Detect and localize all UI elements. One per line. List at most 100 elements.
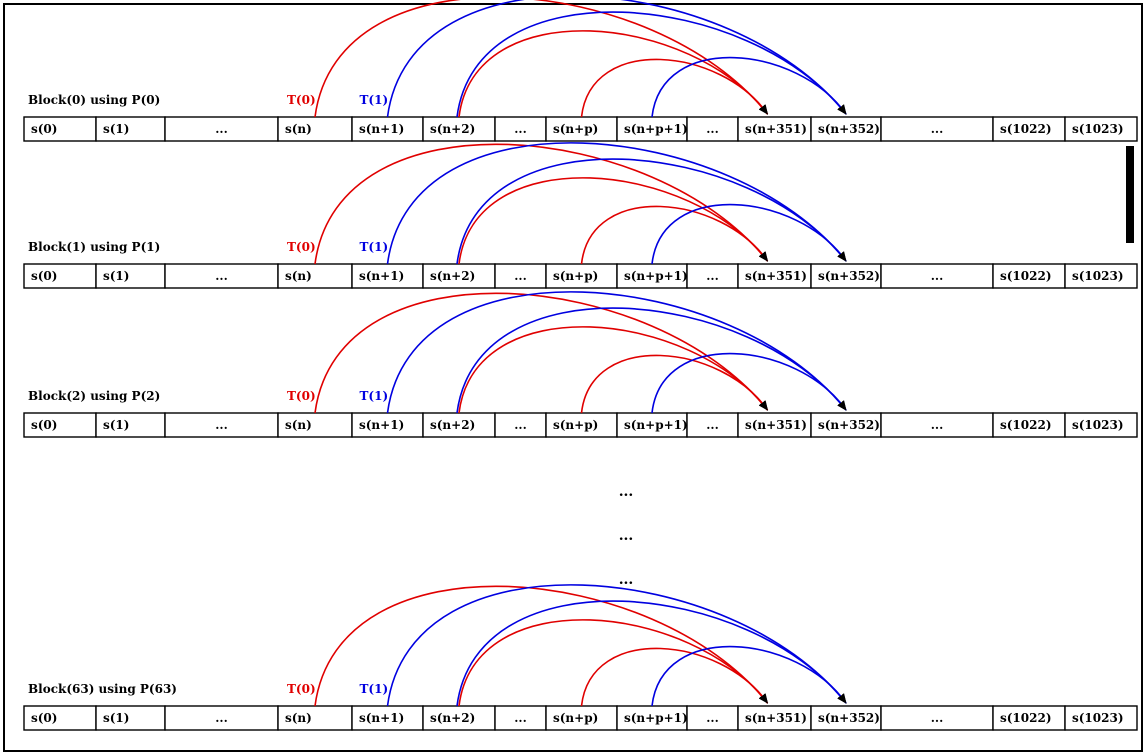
- memory-cell: [351, 705, 424, 731]
- memory-cell-label: s(1): [103, 269, 129, 283]
- memory-cell-label: s(n+1): [359, 269, 404, 283]
- thread-access-arc: [580, 647, 769, 707]
- thread-access-arc: [386, 0, 847, 118]
- memory-cell-label: s(n+1): [359, 711, 404, 725]
- memory-cell: [23, 705, 97, 731]
- memory-cell-label: s(1022): [1000, 418, 1052, 432]
- memory-cell: [992, 705, 1066, 731]
- memory-cell: [686, 116, 739, 142]
- thread-label: T(1): [360, 240, 389, 254]
- memory-cell-label: ...: [706, 122, 719, 136]
- thread-access-arc: [651, 645, 847, 707]
- memory-cell: [23, 263, 97, 289]
- memory-cell-label: s(n+2): [430, 418, 475, 432]
- memory-cell-label: ...: [931, 122, 944, 136]
- thread-access-arc: [580, 58, 769, 118]
- memory-cell-label: s(0): [31, 711, 57, 725]
- memory-cell-label: s(n): [285, 269, 312, 283]
- memory-cell-label: s(n+p+1): [624, 269, 688, 283]
- memory-cell-label: s(n+p): [553, 711, 598, 725]
- memory-cell: [494, 412, 547, 438]
- thread-access-arc: [651, 56, 847, 118]
- thread-access-arc: [314, 143, 769, 265]
- thread-access-arc: [314, 292, 769, 414]
- memory-cell: [1064, 116, 1138, 142]
- memory-cell: [422, 116, 496, 142]
- thread-access-arc: [458, 177, 769, 265]
- memory-cell: [810, 116, 882, 142]
- thread-access-arc: [580, 354, 769, 414]
- memory-cell-label: s(n+351): [745, 269, 807, 283]
- memory-cell-label: s(n+351): [745, 418, 807, 432]
- memory-cell-label: ...: [514, 711, 527, 725]
- memory-cell-label: ...: [215, 269, 228, 283]
- thread-access-arc: [651, 203, 847, 265]
- memory-cell-label: s(1023): [1072, 711, 1124, 725]
- memory-cell: [616, 705, 688, 731]
- memory-cell: [164, 263, 279, 289]
- omitted-blocks-dots: ...: [619, 572, 634, 588]
- memory-cell-label: s(n+p): [553, 418, 598, 432]
- memory-cell-label: s(n): [285, 418, 312, 432]
- thread-access-arc: [580, 205, 769, 265]
- memory-cell-label: ...: [215, 711, 228, 725]
- block-row: Block(0) using P(0) s(0) s(1)... s(n) s(n+1)…: [23, 0, 1138, 142]
- memory-cell: [686, 705, 739, 731]
- thread-label: T(0): [287, 93, 316, 107]
- memory-cell: [992, 263, 1066, 289]
- memory-cell: [545, 412, 618, 438]
- memory-cell-label: ...: [706, 418, 719, 432]
- memory-cell-label: s(n+351): [745, 122, 807, 136]
- memory-cell-label: s(1023): [1072, 418, 1124, 432]
- thread-access-arc: [458, 30, 769, 118]
- memory-cell: [164, 116, 279, 142]
- block-row: Block(63) using P(63) s(0) s(1)... s(n) s(n+…: [23, 584, 1138, 731]
- thread-access-arc: [458, 619, 769, 707]
- memory-cell-label: ...: [514, 418, 527, 432]
- thread-access-arc: [386, 142, 847, 265]
- memory-cell: [880, 412, 994, 438]
- memory-cell-label: s(1): [103, 122, 129, 136]
- memory-cell-label: ...: [215, 122, 228, 136]
- block-label: Block(2) using P(2): [28, 389, 160, 403]
- memory-cell-label: s(n+352): [818, 418, 880, 432]
- memory-cell: [164, 412, 279, 438]
- memory-cell-label: s(0): [31, 269, 57, 283]
- memory-cell-label: ...: [215, 418, 228, 432]
- memory-cell: [810, 263, 882, 289]
- omitted-blocks-dots: ...: [619, 528, 634, 544]
- thread-access-arc: [456, 307, 847, 414]
- memory-cell: [494, 705, 547, 731]
- thread-access-arc: [456, 600, 847, 707]
- memory-cell-label: s(1023): [1072, 269, 1124, 283]
- memory-cell: [277, 263, 353, 289]
- memory-cell: [494, 116, 547, 142]
- memory-cell: [494, 263, 547, 289]
- memory-cell: [737, 263, 812, 289]
- memory-cell: [1064, 705, 1138, 731]
- memory-cell-label: s(n+352): [818, 122, 880, 136]
- memory-cell-label: s(n+p+1): [624, 122, 688, 136]
- memory-cell-label: s(n+p): [553, 122, 598, 136]
- block-row: Block(1) using P(1) s(0) s(1)... s(n) s(n+1)…: [23, 142, 1138, 289]
- memory-cell-label: s(n+2): [430, 122, 475, 136]
- thread-access-arc: [456, 158, 847, 265]
- memory-cell-label: s(1): [103, 418, 129, 432]
- memory-cell-label: ...: [706, 269, 719, 283]
- memory-cell-label: s(n): [285, 122, 312, 136]
- memory-cell: [23, 412, 97, 438]
- memory-cell: [1064, 412, 1138, 438]
- memory-cell-label: s(n+p+1): [624, 418, 688, 432]
- memory-cell: [95, 116, 166, 142]
- memory-cell: [992, 116, 1066, 142]
- block-label: Block(1) using P(1): [28, 240, 160, 254]
- outer-frame: [3, 3, 1143, 752]
- memory-cell-label: s(n+1): [359, 122, 404, 136]
- memory-cell: [23, 116, 97, 142]
- thread-label: T(0): [287, 389, 316, 403]
- memory-cell: [95, 412, 166, 438]
- memory-cell-label: s(n+p+1): [624, 711, 688, 725]
- thread-access-arc: [314, 0, 769, 118]
- thread-label: T(1): [360, 682, 389, 696]
